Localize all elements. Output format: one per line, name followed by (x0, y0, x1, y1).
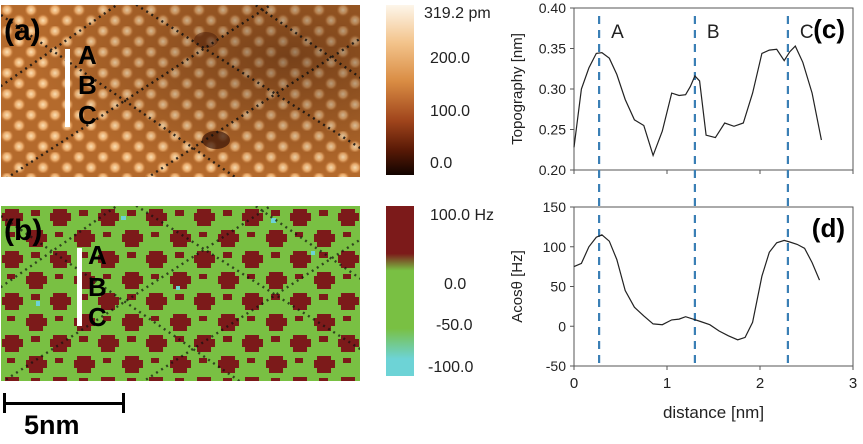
colorbar-b-0: 0.0 (444, 276, 467, 293)
marker-a: A (78, 40, 97, 70)
colorbar-a-100: 100.0 (430, 103, 471, 120)
plot-d-ytick-label: 150 (543, 199, 567, 215)
plot-c-ytick-label: 0.35 (539, 41, 566, 57)
marker-c: C (78, 100, 97, 130)
plot-d-xtick-label: 0 (570, 375, 578, 392)
plot-d-tag: (d) (812, 213, 845, 243)
plot-d-xtick-label: 2 (756, 375, 764, 392)
plot-c-guide-label: A (611, 22, 624, 43)
topography-colorbar (386, 5, 414, 175)
plot-d-xtick-label: 3 (849, 375, 857, 392)
marker-b: B (78, 70, 97, 100)
plot-c-series-line (573, 45, 822, 158)
panel-a-tag: (a) (4, 14, 41, 47)
scalebar-line (3, 402, 125, 405)
frequency-map (1, 206, 360, 381)
plot-d-ytick-label: -50 (546, 358, 566, 374)
colorbar-b-neg100: -100.0 (428, 359, 474, 376)
frequency-image (1, 206, 360, 381)
colorbar-a-200: 200.0 (430, 50, 471, 67)
marker-b-b: B (88, 272, 107, 302)
plot-c-ytick-label: 0.20 (539, 162, 566, 178)
plot-d-ytick-label: 0 (558, 318, 566, 334)
plot-c-ylabel: Topography [nm] (509, 33, 526, 145)
plot-c-tag: (c) (813, 14, 845, 44)
colorbar-b-neg50: -50.0 (436, 317, 473, 334)
plot-c-ytick-label: 0.30 (539, 81, 566, 97)
plot-c-ytick-label: 0.40 (539, 0, 566, 16)
plot-d-ytick-label: 100 (543, 239, 567, 255)
scalebar-tick-left (3, 393, 6, 413)
scalebar-label: 5nm (24, 410, 80, 440)
scalebar-tick-right (122, 393, 125, 413)
plot-d-ylabel: Acosθ [Hz] (509, 250, 526, 323)
profile-line-b (77, 248, 82, 326)
plot-d-ytick-label: 50 (550, 279, 566, 295)
colorbar-b-max: 100.0 Hz (430, 207, 495, 224)
plot-c-ytick-label: 0.25 (539, 122, 566, 138)
profile-line-a (65, 49, 70, 127)
panel-b-tag: (b) (4, 214, 43, 247)
plot-d-xlabel: distance [nm] (663, 403, 764, 422)
topography-map (1, 5, 360, 177)
marker-a-b: A (88, 240, 107, 270)
colorbar-a-max: 319.2 pm (424, 5, 491, 22)
plot-c-guide-label: B (707, 22, 720, 43)
topography-image (1, 5, 360, 177)
marker-c-b: C (88, 302, 107, 332)
plot-d-xtick-label: 1 (663, 375, 671, 392)
profile-plots: 0.20 0.25 0.30 0.35 0.40 Topography [nm] (c) A B… (509, 0, 857, 422)
plot-c-guide-label: C (800, 22, 814, 43)
colorbar-a-0: 0.0 (430, 155, 453, 172)
plot-d-series-line (573, 234, 821, 341)
frequency-colorbar (386, 206, 414, 376)
